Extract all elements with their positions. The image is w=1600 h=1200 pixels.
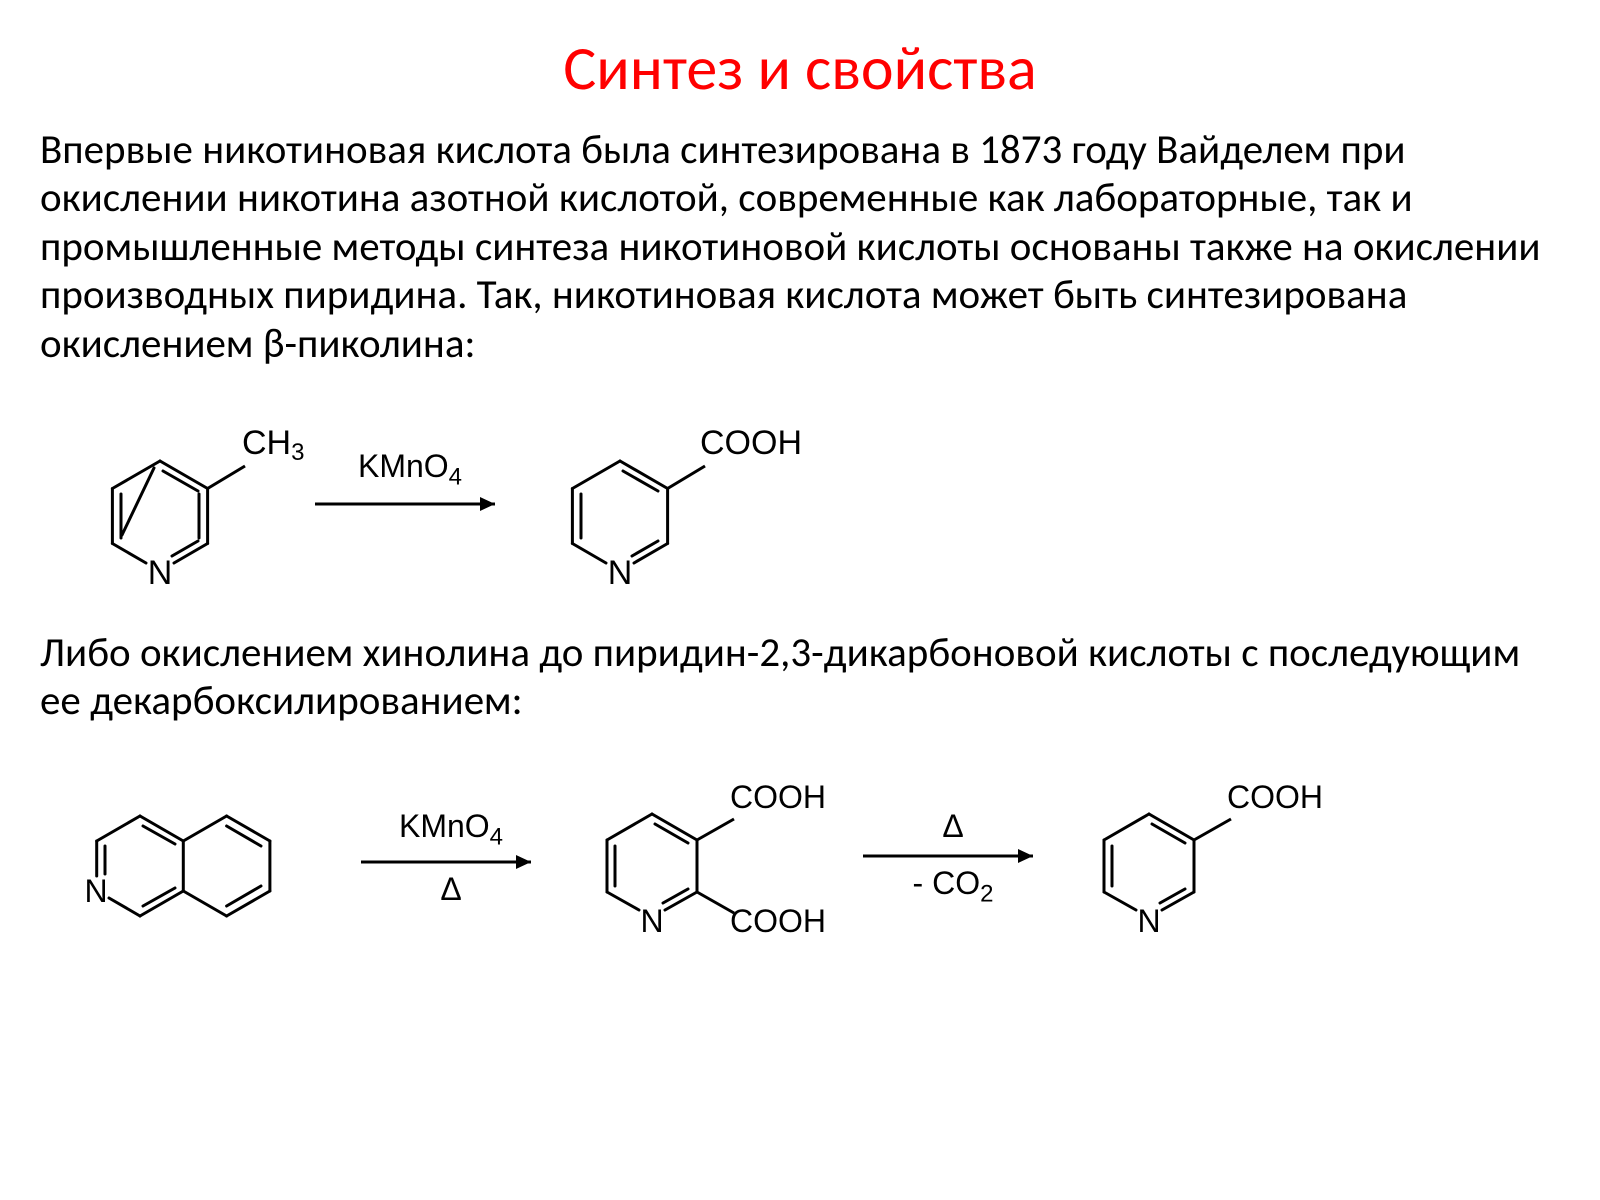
paragraph-2: Либо окислением хинолина до пиридин-2,3-…	[40, 629, 1560, 726]
substituent-cooh: COOH	[1227, 779, 1323, 815]
reaction-2: N KMnO4 Δ	[50, 746, 1560, 971]
reaction-2-arrow-1: KMnO4 Δ	[356, 808, 546, 908]
hetero-n-label: N	[1137, 903, 1160, 939]
slide-title: Синтез и свойства	[40, 30, 1560, 106]
reaction-2-arrow-2: Δ - CO2	[858, 808, 1048, 908]
mol-nicotinic-acid: N COOH	[520, 386, 810, 611]
substituent-cooh-3: COOH	[730, 779, 826, 815]
mol-nicotinic-acid-product: N COOH	[1054, 751, 1334, 966]
substituent-cooh-2: COOH	[730, 903, 826, 939]
arrow-condition-label: Δ	[942, 808, 963, 845]
arrow-byproduct-label: - CO2	[913, 865, 994, 908]
hetero-n-label: N	[148, 554, 173, 592]
mol-quinoline: N	[50, 756, 350, 961]
hetero-n-label: N	[608, 554, 633, 592]
substituent-ch3: CH3	[242, 424, 304, 466]
arrow-reagent-label: KMnO4	[399, 808, 503, 851]
substituent-cooh: COOH	[700, 424, 802, 462]
paragraph-1: Впервые никотиновая кислота была синтези…	[40, 126, 1560, 368]
hetero-n-label: N	[640, 903, 663, 939]
mol-3-methylpyridine: N CH3	[60, 386, 310, 611]
arrow-reagent-label: KMnO4	[358, 448, 462, 491]
reaction-1: N CH3 KMnO4	[60, 386, 1560, 611]
arrow-condition-label: Δ	[440, 871, 461, 908]
slide: Синтез и свойства Впервые никотиновая ки…	[0, 0, 1600, 1200]
hetero-n-label: N	[84, 873, 107, 909]
reaction-1-arrow: KMnO4	[310, 448, 510, 519]
mol-pyridine-2-3-dicarboxylic: N COOH COOH	[552, 746, 852, 971]
